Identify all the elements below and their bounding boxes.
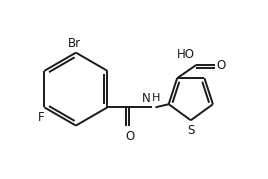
- Text: HO: HO: [177, 47, 195, 61]
- Text: O: O: [126, 130, 135, 143]
- Text: F: F: [38, 110, 45, 124]
- Text: H: H: [152, 93, 161, 103]
- Text: S: S: [187, 124, 195, 137]
- Text: Br: Br: [68, 37, 81, 50]
- Text: N: N: [142, 92, 151, 105]
- Text: O: O: [216, 59, 225, 71]
